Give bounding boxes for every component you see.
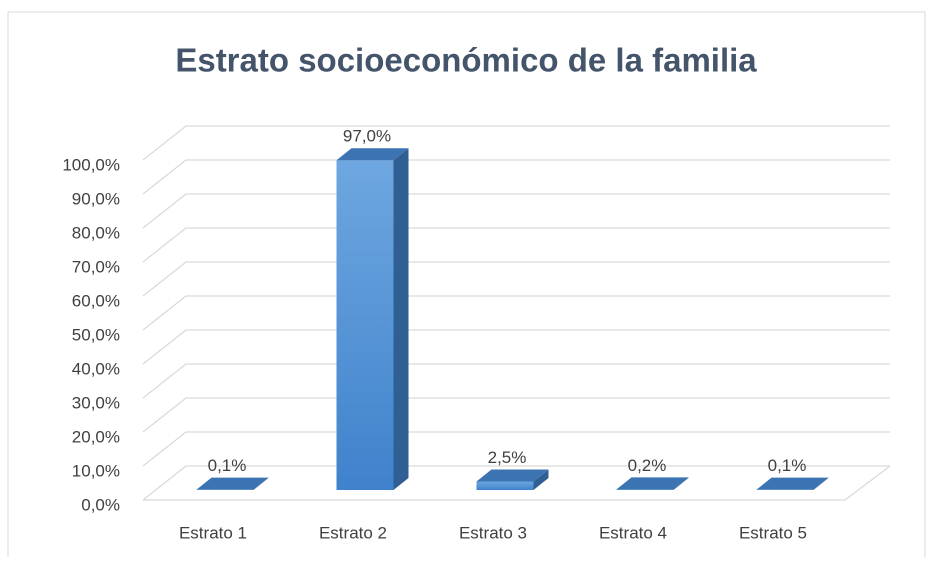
data-label: 0,1% [208, 456, 247, 475]
chart-frame [8, 12, 925, 557]
data-label: 2,5% [488, 448, 527, 467]
x-tick-label: Estrato 4 [599, 523, 667, 542]
data-label: 97,0% [343, 127, 391, 146]
y-tick-label: 90,0% [72, 189, 120, 208]
x-tick-label: Estrato 3 [459, 523, 527, 542]
x-tick-label: Estrato 5 [739, 523, 807, 542]
bar [477, 482, 534, 491]
y-tick-label: 100,0% [62, 155, 120, 174]
data-label: 0,2% [628, 456, 667, 475]
x-tick-label: Estrato 2 [319, 523, 387, 542]
y-tick-label: 80,0% [72, 223, 120, 242]
y-tick-label: 0,0% [81, 495, 120, 514]
data-label: 0,1% [768, 456, 807, 475]
y-tick-label: 20,0% [72, 427, 120, 446]
y-tick-label: 40,0% [72, 359, 120, 378]
y-tick-label: 50,0% [72, 325, 120, 344]
chart-title: Estrato socioeconómico de la familia [175, 42, 757, 79]
x-tick-label: Estrato 1 [179, 523, 247, 542]
bar-side [394, 148, 409, 490]
y-tick-label: 30,0% [72, 393, 120, 412]
bar [617, 489, 674, 490]
y-tick-label: 70,0% [72, 257, 120, 276]
y-tick-label: 10,0% [72, 461, 120, 480]
y-tick-label: 60,0% [72, 291, 120, 310]
bar [337, 160, 394, 490]
